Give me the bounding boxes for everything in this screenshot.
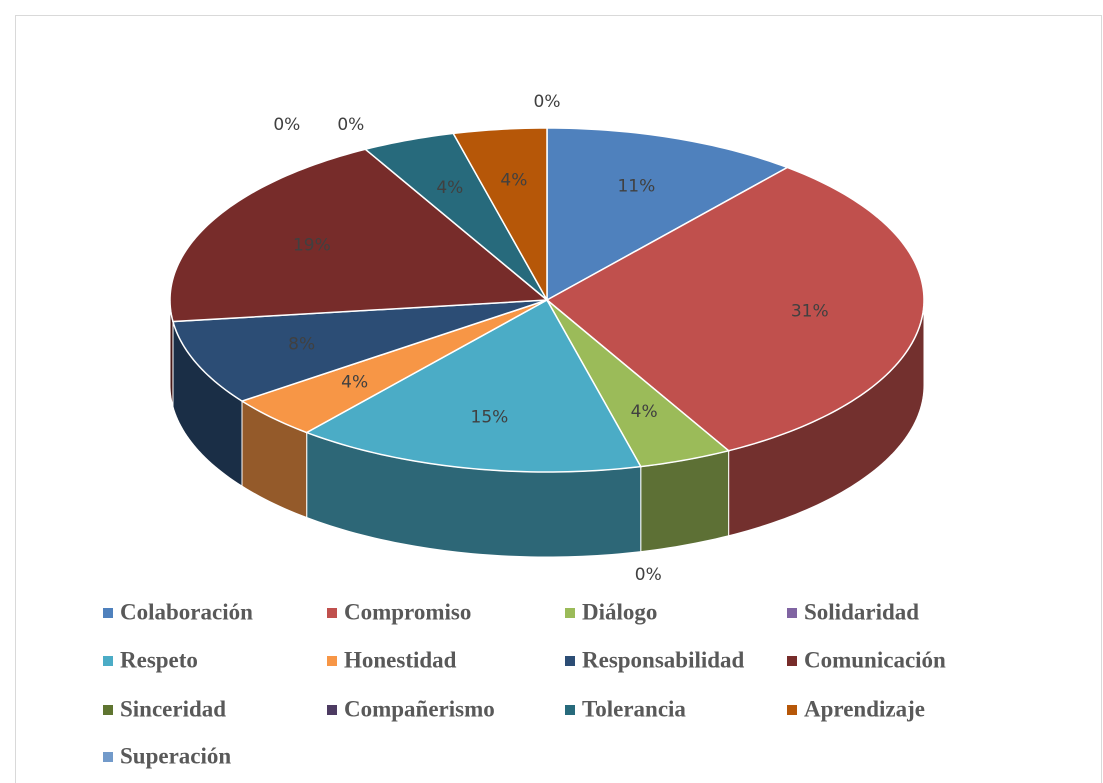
legend-swatch [787, 656, 797, 666]
data-label: 4% [500, 171, 527, 191]
pie-slice [240, 299, 548, 434]
legend-swatch [103, 752, 113, 762]
legend-swatch [103, 705, 113, 715]
legend-swatch [787, 705, 797, 715]
legend-label: Superación [120, 743, 231, 768]
pie-slice [545, 166, 925, 452]
data-label: 0% [635, 565, 662, 585]
legend-swatch [103, 656, 113, 666]
pie-slice [546, 127, 790, 302]
legend-swatch [103, 608, 113, 618]
legend-swatch [327, 656, 337, 666]
legend-label: Tolerancia [582, 696, 686, 721]
legend-swatch [565, 705, 575, 715]
pie-slice [304, 298, 642, 473]
legend-label: Compromiso [344, 599, 471, 624]
legend-label: Aprendizaje [804, 696, 925, 721]
data-label: 31% [791, 301, 829, 321]
data-label: 15% [471, 408, 509, 428]
data-label: 0% [534, 92, 561, 112]
pie-side [640, 450, 730, 553]
pie-slice [363, 132, 548, 301]
legend-swatch [565, 608, 575, 618]
legend-label: Solidaridad [804, 599, 919, 624]
legend-label: Responsabilidad [582, 647, 745, 672]
legend-swatch [327, 705, 337, 715]
data-label: 0% [337, 115, 364, 135]
pie-slice [169, 148, 549, 323]
pie-slice [171, 299, 548, 402]
legend-label: Respeto [120, 647, 198, 672]
legend-label: Colaboración [120, 599, 253, 624]
legend-label: Diálogo [582, 599, 657, 624]
data-label: 8% [288, 334, 315, 354]
legend-swatch [327, 608, 337, 618]
pie-slice [452, 127, 548, 303]
data-label: 4% [436, 178, 463, 198]
legend-label: Honestidad [344, 647, 457, 672]
data-label: 4% [631, 402, 658, 422]
data-label: 4% [341, 372, 368, 392]
data-label: 11% [617, 177, 655, 197]
legend-swatch [787, 608, 797, 618]
legend-label: Compañerismo [344, 696, 495, 721]
pie-slice [546, 299, 731, 468]
legend-label: Comunicación [804, 647, 946, 672]
data-label: 19% [293, 235, 331, 255]
legend-label: Sinceridad [120, 696, 226, 721]
data-label: 0% [273, 115, 300, 135]
legend-swatch [565, 656, 575, 666]
